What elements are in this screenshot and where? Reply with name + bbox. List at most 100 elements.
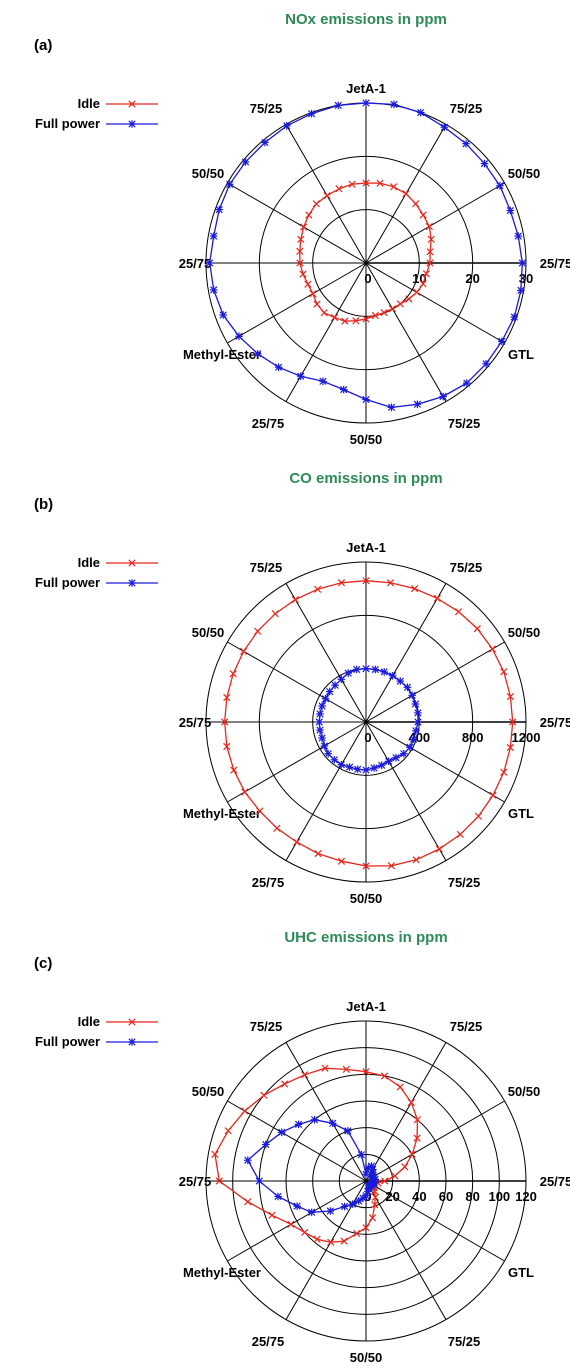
radial-tick-label: 20 [385, 1189, 399, 1204]
data-point-idle [371, 1201, 379, 1209]
data-point-idle [268, 1211, 276, 1219]
data-point-full-power [340, 1202, 349, 1211]
data-point-full-power [462, 139, 470, 148]
data-point-full-power [353, 765, 362, 774]
data-point-full-power [320, 742, 329, 750]
chart-title: NOx emissions in ppm [285, 11, 447, 28]
data-point-idle [229, 670, 237, 678]
data-point-idle [386, 579, 395, 587]
data-point-idle [314, 585, 322, 593]
data-point-full-power [517, 286, 525, 295]
data-point-idle [352, 317, 360, 325]
data-point-full-power [390, 100, 398, 109]
grid-spoke [227, 641, 367, 723]
direction-label-75-25: 75/25 [250, 101, 283, 116]
legend-marker-full [128, 120, 136, 128]
data-point-idle [353, 1229, 361, 1238]
data-point-idle [313, 1235, 321, 1243]
direction-label-25-75: 25/75 [179, 256, 212, 271]
data-point-full-power [362, 664, 370, 673]
data-point-full-power [261, 138, 269, 147]
direction-label-gtl: GTL [508, 1265, 534, 1280]
direction-label-25-75: 25/75 [179, 1174, 212, 1189]
legend-label-idle: Idle [78, 1014, 100, 1029]
data-point-idle [426, 248, 434, 256]
grid-spoke [365, 1180, 447, 1320]
data-point-full-power [388, 672, 397, 680]
direction-label-methyl-ester: Methyl-Ester [183, 1265, 261, 1280]
direction-label-jeta-1: JetA-1 [346, 999, 386, 1014]
data-point-idle [387, 862, 396, 870]
data-point-idle [412, 200, 420, 208]
data-point-idle [301, 1071, 309, 1079]
direction-label-methyl-ester: Methyl-Ester [183, 347, 261, 362]
grid-spoke [365, 1100, 505, 1182]
data-point-full-power [219, 311, 227, 319]
data-point-full-power [337, 760, 346, 769]
legend-label-full: Full power [35, 575, 100, 590]
direction-label-50-50: 50/50 [192, 166, 225, 181]
data-point-idle [304, 280, 312, 288]
data-point-full-power [315, 718, 324, 726]
data-point-full-power [409, 735, 418, 744]
data-point-idle [506, 743, 515, 752]
direction-label-25-75: 25/75 [179, 715, 212, 730]
chart-title: UHC emissions in ppm [284, 929, 447, 946]
data-point-full-power [348, 1200, 357, 1208]
grid-spoke [285, 1042, 367, 1182]
data-point-idle [337, 579, 346, 587]
data-point-full-power [331, 681, 339, 689]
data-point-idle [413, 1134, 421, 1142]
data-point-full-power [326, 1207, 335, 1215]
data-point-idle [380, 308, 388, 317]
data-point-idle [509, 718, 517, 726]
direction-label-50-50: 50/50 [192, 625, 225, 640]
data-point-idle [211, 1150, 219, 1159]
data-point-full-power [319, 377, 327, 386]
data-point-idle [224, 1127, 232, 1135]
data-point-full-power [339, 385, 348, 394]
data-point-idle [244, 1198, 252, 1206]
data-point-idle [221, 718, 229, 726]
data-point-idle [412, 856, 420, 864]
data-point-full-power [205, 259, 214, 267]
panel-label: (b) [34, 496, 53, 513]
data-point-idle [422, 270, 431, 278]
data-point-idle [293, 838, 301, 846]
data-point-full-power [357, 1150, 366, 1159]
grid-spoke [365, 641, 505, 723]
data-point-full-power [414, 718, 422, 726]
radial-tick-label: 100 [488, 1189, 510, 1204]
data-point-idle [426, 259, 434, 267]
data-point-full-power [496, 181, 504, 190]
data-point-idle [413, 288, 421, 296]
data-point-idle [296, 259, 304, 267]
radial-tick-label: 80 [465, 1189, 479, 1204]
data-point-idle [280, 1080, 289, 1088]
data-point-idle [407, 1098, 415, 1107]
direction-label-25-75: 25/75 [540, 1174, 570, 1189]
grid-spoke [227, 1180, 367, 1262]
data-point-full-power [215, 205, 223, 214]
data-point-idle [425, 222, 433, 231]
grid-spoke [365, 1042, 447, 1182]
data-point-full-power [480, 159, 489, 168]
data-point-full-power [325, 687, 334, 696]
data-point-idle [388, 305, 397, 313]
legend-label-full: Full power [35, 116, 100, 131]
grid-spoke [365, 262, 447, 402]
data-point-idle [340, 1237, 348, 1245]
data-point-idle [299, 270, 307, 278]
data-point-idle [500, 668, 508, 676]
data-point-idle [371, 1193, 379, 1201]
direction-label-75-25: 75/25 [250, 1019, 283, 1034]
data-point-idle [413, 1116, 422, 1124]
radial-tick-label: 0 [364, 271, 371, 286]
data-point-full-power [321, 694, 330, 703]
data-point-full-power [354, 1197, 363, 1205]
data-point-full-power [274, 363, 283, 372]
data-point-full-power [310, 1115, 319, 1124]
data-point-full-power [255, 1177, 264, 1185]
data-point-full-power [316, 726, 324, 734]
grid-spoke [365, 721, 447, 861]
